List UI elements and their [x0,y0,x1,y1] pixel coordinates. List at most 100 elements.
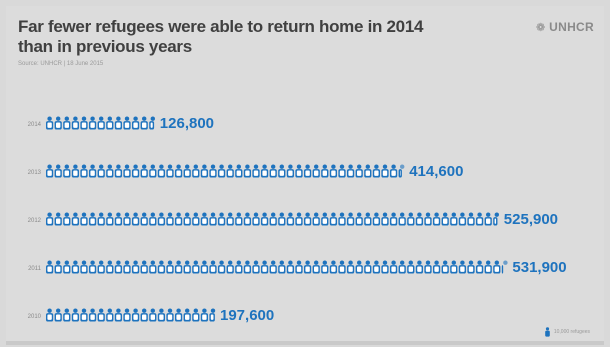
person-icon [89,260,97,274]
person-icon [381,164,389,178]
person-icon [286,212,294,226]
person-icon [312,212,320,226]
value-label: 414,600 [409,163,463,180]
person-icon [132,116,140,130]
person-icon [261,260,269,274]
person-icon [192,212,200,226]
person-icon [261,164,269,178]
person-icon [175,308,183,322]
person-icon [364,164,372,178]
person-icon [398,164,405,178]
person-icon [226,260,234,274]
person-icon [218,260,226,274]
person-icon [398,212,406,226]
person-icon [372,212,380,226]
person-icon [46,164,54,178]
person-icon [157,212,165,226]
person-icon [80,308,88,322]
person-icon [501,260,508,274]
person-icon [106,260,114,274]
person-icon [390,212,398,226]
person-icon [46,260,54,274]
person-icon [286,164,294,178]
person-icon [321,164,329,178]
person-icon [433,212,441,226]
person-icon [114,116,122,130]
person-icon [157,260,165,274]
person-icon [545,327,550,337]
pictogram-row: 2012 525,900 [28,211,558,228]
person-icon [192,260,200,274]
person-icon [407,260,415,274]
person-icon [243,164,251,178]
person-icon [295,164,303,178]
person-icon [476,212,484,226]
person-icon [54,308,62,322]
person-icon [200,164,208,178]
person-icon [450,212,458,226]
person-icon [252,260,260,274]
person-icon [149,164,157,178]
person-icon [140,116,148,130]
person-icon [321,212,329,226]
person-icon [166,260,174,274]
person-icon [347,164,355,178]
person-icon [80,212,88,226]
person-icon [175,164,183,178]
person-icon [46,116,54,130]
year-label: 2012 [28,218,42,224]
person-icon [97,164,105,178]
person-icon [441,260,449,274]
year-label: 2014 [28,122,42,128]
person-icon [381,260,389,274]
person-icon [424,260,432,274]
person-icon [71,164,79,178]
person-icon [355,212,363,226]
person-icon [415,212,423,226]
person-icon [441,212,449,226]
person-icon [235,164,243,178]
person-icon [54,164,62,178]
person-icon [123,212,131,226]
person-icon [415,260,423,274]
person-icon [398,260,406,274]
person-icon [200,212,208,226]
person-icon [304,260,312,274]
unhcr-logo: ❁ UNHCR [536,20,594,34]
person-icon [381,212,389,226]
person-icon [218,212,226,226]
person-icon [89,116,97,130]
person-icon [390,260,398,274]
person-icon [338,212,346,226]
year-label: 2010 [28,314,42,320]
person-icon [63,116,71,130]
person-icon [97,212,105,226]
person-icon [123,116,131,130]
person-icon [295,212,303,226]
person-icon [149,308,157,322]
title-line-2: than in previous years [18,37,192,56]
person-icon [106,212,114,226]
person-icon [261,212,269,226]
person-icon [321,260,329,274]
person-icon [106,116,114,130]
person-icon [312,164,320,178]
person-icon [89,164,97,178]
person-icon [157,308,165,322]
person-icon [46,308,54,322]
person-icon [338,164,346,178]
person-icon [192,164,200,178]
person-icon [89,308,97,322]
person-icon [123,260,131,274]
logo-text: UNHCR [549,20,594,34]
person-icon [71,212,79,226]
person-icon [347,212,355,226]
person-icon [329,164,337,178]
person-icon [166,164,174,178]
person-icon [183,260,191,274]
person-icon [114,164,122,178]
infographic-card: Far fewer refugees were able to return h… [6,6,604,345]
person-icon [493,260,501,274]
title-line-1: Far fewer refugees were able to return h… [18,17,424,36]
person-icon [123,308,131,322]
